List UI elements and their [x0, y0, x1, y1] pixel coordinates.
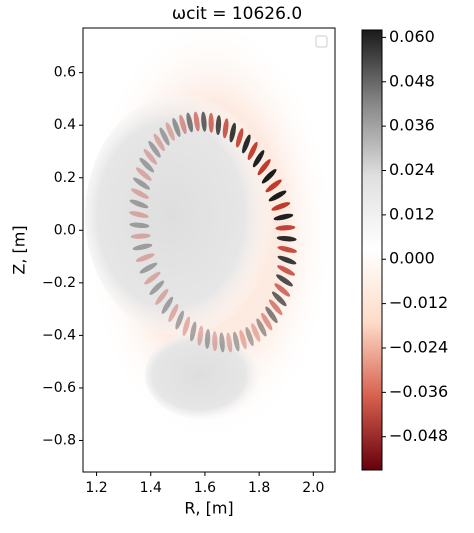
- y-tick-label: −0.6: [42, 380, 76, 396]
- field-stripe: [257, 159, 271, 176]
- y-tick-label: 0.4: [54, 117, 76, 133]
- field-stripe: [245, 327, 254, 347]
- y-tick-label: 0.2: [54, 170, 76, 186]
- x-tick-label: 2.0: [302, 480, 324, 496]
- field-stripe: [226, 332, 233, 353]
- field-stripe: [129, 222, 150, 229]
- y-tick-label: 0.6: [54, 65, 76, 81]
- field-stripe: [201, 111, 207, 132]
- field-stripe: [235, 128, 244, 148]
- field-stripe: [233, 331, 240, 352]
- colorbar-tick-label: −0.012: [389, 293, 448, 312]
- colorbar-tick-label: 0.060: [389, 27, 435, 46]
- x-tick-label: 1.4: [140, 480, 162, 496]
- field-stripe: [165, 122, 175, 141]
- field-stripe: [148, 140, 161, 158]
- field-stripe: [153, 133, 165, 152]
- field-stripe: [133, 177, 150, 190]
- y-tick-label: −0.4: [42, 327, 76, 343]
- field-stripe: [265, 306, 278, 324]
- field-stripe: [242, 134, 251, 154]
- field-stripe: [273, 213, 294, 221]
- y-axis-label: Z, [m]: [10, 225, 29, 274]
- field-stripe: [155, 288, 169, 305]
- y-tick-label: −0.8: [42, 432, 76, 448]
- x-tick-label: 1.2: [85, 480, 107, 496]
- field-stripe: [215, 115, 222, 136]
- field-stripe: [159, 127, 170, 146]
- field-stripe: [268, 190, 287, 202]
- field-stripe: [265, 179, 282, 193]
- field-stripe: [172, 117, 181, 137]
- colorbar-tick-label: 0.048: [389, 71, 435, 90]
- field-stripe: [130, 233, 151, 239]
- field-stripe: [277, 246, 297, 253]
- field-stripe: [219, 332, 225, 353]
- field-stripe: [271, 291, 287, 307]
- field-stripe: [261, 312, 273, 331]
- field-stripe: [239, 329, 247, 350]
- x-axis-label: R, [m]: [184, 499, 233, 518]
- field-stripe: [129, 199, 149, 209]
- y-tick-label: −0.2: [42, 275, 76, 291]
- field-stripe: [182, 316, 191, 336]
- colorbar: [361, 29, 383, 471]
- field-stripe: [275, 225, 296, 231]
- field-stripe: [129, 211, 149, 218]
- field-stripe: [139, 262, 158, 274]
- field-stripe: [143, 148, 158, 165]
- field-stripe: [130, 188, 149, 199]
- field-stripe: [268, 299, 283, 316]
- field-stripe: [274, 283, 291, 297]
- field-stripe: [212, 331, 218, 352]
- colorbar-tick-label: −0.024: [389, 337, 448, 356]
- field-stripe: [276, 235, 297, 242]
- field-stripe: [277, 255, 297, 265]
- field-stripe: [261, 168, 277, 184]
- field-stripe: [175, 310, 184, 330]
- field-stripe: [168, 304, 179, 323]
- field-stripe: [135, 253, 155, 262]
- field-stripe: [193, 111, 200, 132]
- field-stripe: [139, 157, 155, 173]
- field-stripe: [190, 321, 197, 342]
- plot-frame: [82, 27, 336, 473]
- x-tick-label: 1.8: [248, 480, 270, 496]
- field-stripe: [222, 118, 229, 139]
- field-stripe: [271, 202, 291, 211]
- field-stripe: [204, 328, 211, 349]
- field-stripe: [247, 141, 258, 160]
- legend-box: [315, 35, 328, 48]
- field-stripe: [256, 318, 267, 337]
- colorbar-tick-label: 0.036: [389, 116, 435, 135]
- field-stripe: [132, 243, 153, 251]
- field-stripe: [144, 271, 161, 285]
- colorbar-tick-label: 0.012: [389, 204, 435, 223]
- y-tick-label: 0.0: [54, 222, 76, 238]
- field: [85, 28, 335, 445]
- field-stripe: [276, 274, 293, 287]
- chart-title: ωcit = 10626.0: [172, 4, 302, 24]
- field-stripe: [179, 114, 187, 135]
- field-stripe: [229, 122, 236, 143]
- field-stripe: [149, 280, 165, 296]
- field-stripe: [252, 150, 265, 168]
- field-stripe: [197, 325, 204, 346]
- field-stripe: [251, 323, 261, 342]
- colorbar-tick-label: 0.024: [389, 160, 435, 179]
- colorbar-tick-label: −0.036: [389, 382, 448, 401]
- colorbar-tick-label: 0.000: [389, 249, 435, 268]
- field-stripe: [186, 112, 193, 133]
- field-stripe: [135, 167, 152, 181]
- field-stripe: [277, 265, 296, 276]
- colorbar-tick-label: −0.048: [389, 426, 448, 445]
- field-stripe: [208, 112, 214, 133]
- x-tick-label: 1.6: [194, 480, 216, 496]
- field-stripe: [161, 296, 174, 314]
